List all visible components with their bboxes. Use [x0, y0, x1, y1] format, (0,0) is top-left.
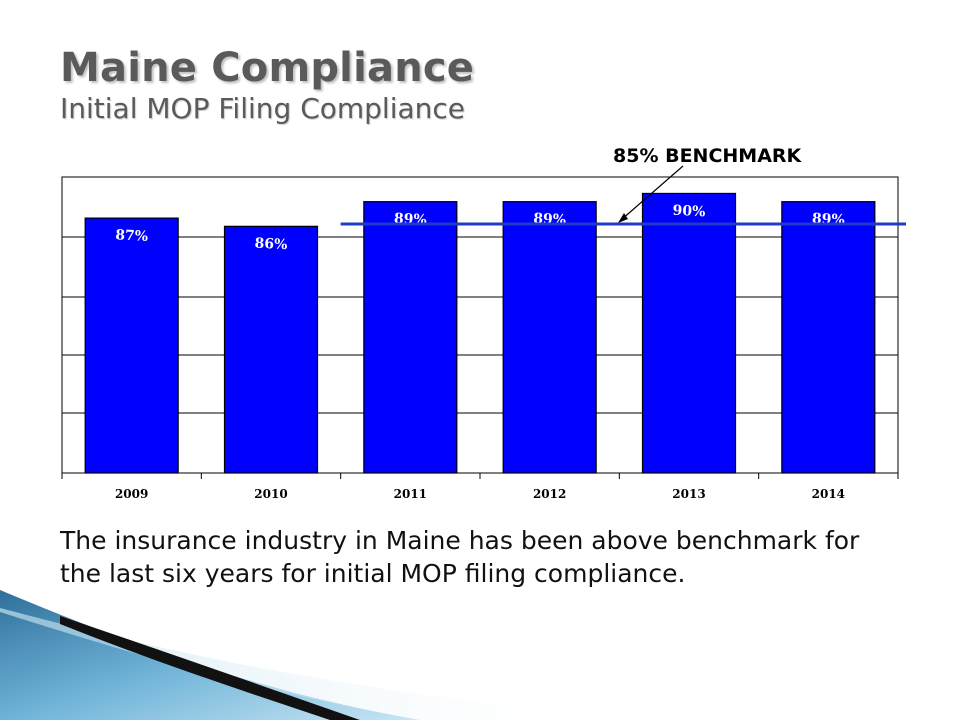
bar-2013 [641, 192, 737, 474]
bar-2010 [223, 225, 319, 474]
bar-2014 [781, 201, 876, 474]
plot-area [61, 176, 899, 474]
data-label: 89% [812, 211, 846, 229]
x-tick-label: 2011 [394, 487, 427, 501]
x-tick-label: 2014 [812, 487, 845, 501]
benchmark-arrow [620, 165, 684, 221]
data-label: 86% [254, 235, 288, 253]
bar-2011 [363, 201, 458, 474]
bar-chart: 87% 86% 89% 89% 90% 89% 2009 2010 2011 2012 2013 2… [61, 145, 906, 501]
x-tick-label: 2012 [533, 487, 566, 501]
x-tick-label: 2009 [115, 487, 148, 501]
data-label: 89% [533, 211, 567, 229]
data-label: 89% [394, 211, 428, 229]
benchmark-arrowhead [618, 213, 628, 223]
x-tick-label: 2013 [672, 487, 705, 501]
title-block: Maine Compliance Initial MOP Filing Comp… [60, 44, 474, 126]
slide-subtitle: Initial MOP Filing Compliance [60, 92, 466, 125]
bar-2009 [84, 217, 179, 474]
x-tick-label: 2010 [254, 487, 287, 501]
data-label: 90% [672, 203, 706, 221]
slide-caption: The insurance industry in Maine has been… [60, 526, 860, 588]
benchmark-label: 85% BENCHMARK [613, 145, 803, 167]
data-label: 87% [115, 227, 149, 245]
bar-2012 [502, 201, 597, 474]
slide-title: Maine Compliance [60, 45, 475, 91]
